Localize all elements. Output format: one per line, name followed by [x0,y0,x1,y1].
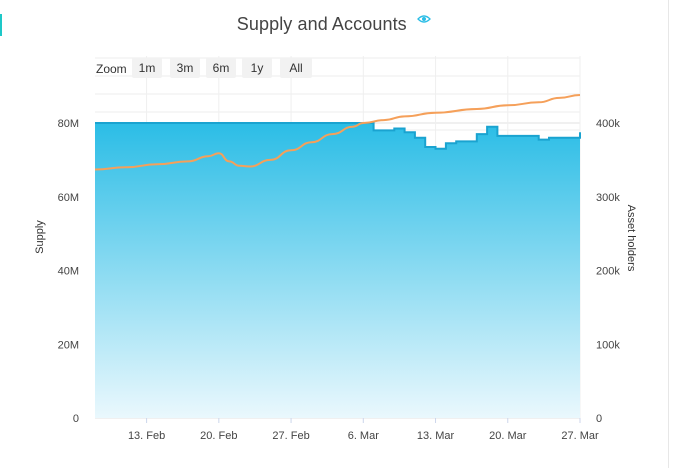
zoom-bar: Zoom 1m 3m 6m 1y All [96,58,312,78]
y-right-tick-label: 0 [596,413,602,425]
y-left-tick-label: 20M [58,339,79,351]
plot-area [94,94,581,418]
y-right-tick-label: 100k [596,339,620,351]
zoom-button-1m[interactable]: 1m [132,58,162,78]
y-left-tick-label: 60M [58,192,79,204]
zoom-button-bg [280,58,312,78]
zoom-button-All[interactable]: All [280,58,312,78]
y-right-tick-label: 300k [596,192,620,204]
zoom-button-3m[interactable]: 3m [170,58,200,78]
zoom-label: Zoom [96,62,127,76]
chart-header: Supply and Accounts [0,14,668,42]
zoom-button-label: 1y [251,61,264,75]
y-left-tick-label: 40M [58,266,79,278]
series-supply-line [95,122,581,150]
zoom-button-1y[interactable]: 1y [242,58,272,78]
y-right-tick-label: 200k [596,266,620,278]
x-tick-label: 20. Mar [489,430,527,442]
chart-title: Supply and Accounts [236,14,407,34]
y-left-axis-title: Supply [34,220,46,254]
series-asset-holders-line [94,94,581,171]
zoom-button-label: All [289,61,302,75]
supply-area-fill [95,123,580,418]
axes: 0 20M 40M 60M 80M 0 100k 200k 300k 400k 13. Feb 20.… [34,118,637,442]
x-tick-label: 6. Mar [348,430,380,442]
x-tick-label: 20. Feb [200,430,237,442]
x-tick-label: 13. Mar [417,430,455,442]
y-left-tick-label: 80M [58,118,79,130]
zoom-button-label: 6m [213,61,230,75]
y-right-tick-label: 400k [596,118,620,130]
zoom-button-6m[interactable]: 6m [206,58,236,78]
zoom-button-bg [242,58,272,78]
y-left-tick-label: 0 [73,413,79,425]
zoom-button-label: 1m [139,61,156,75]
y-right-axis-title: Asset holders [625,205,637,272]
zoom-button-label: 3m [177,61,194,75]
zoom-button-bg [170,58,200,78]
x-tick-label: 27. Feb [272,430,309,442]
accent-bar [0,14,2,36]
zoom-button-bg [206,58,236,78]
eye-icon[interactable] [417,11,432,29]
x-tick-label: 27. Mar [561,430,599,442]
zoom-button-bg [132,58,162,78]
x-tick-label: 13. Feb [128,430,165,442]
